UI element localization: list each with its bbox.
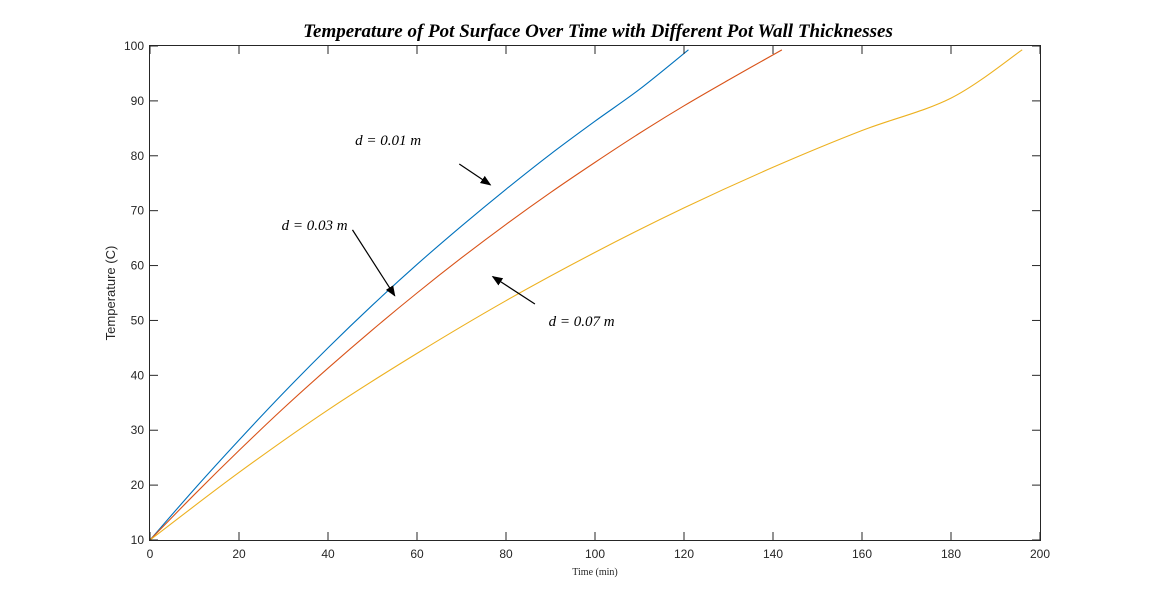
annotation-label-1: d = 0.01 m bbox=[355, 133, 421, 149]
annotation-label-3: d = 0.07 m bbox=[549, 314, 615, 330]
y-tick-label: 10 bbox=[131, 533, 145, 547]
y-tick-label: 20 bbox=[131, 478, 145, 492]
series-line-1 bbox=[149, 49, 689, 541]
y-tick-label: 70 bbox=[131, 204, 145, 218]
annotation-arrow-3 bbox=[491, 275, 536, 305]
x-tick-label: 200 bbox=[1030, 547, 1050, 561]
y-tick-label: 50 bbox=[131, 313, 145, 327]
annotation-arrow-1 bbox=[458, 163, 492, 186]
y-tick-label: 60 bbox=[131, 259, 145, 273]
chart-title: Temperature of Pot Surface Over Time wit… bbox=[303, 21, 893, 42]
y-tick-label: 30 bbox=[131, 423, 145, 437]
y-tick-label: 90 bbox=[131, 94, 145, 108]
x-tick-label: 100 bbox=[585, 547, 605, 561]
x-tick-label: 140 bbox=[763, 547, 783, 561]
x-tick-label: 120 bbox=[674, 547, 694, 561]
x-axis-label: Time (min) bbox=[572, 567, 617, 578]
x-tick-label: 80 bbox=[499, 547, 513, 561]
y-tick-label: 40 bbox=[131, 368, 145, 382]
y-axis-label: Temperature (C) bbox=[103, 246, 118, 341]
x-axis: 0 20 40 60 80 100 120 140 160 180 200 bbox=[147, 46, 1050, 561]
x-tick-label: 20 bbox=[232, 547, 246, 561]
axes-box bbox=[149, 45, 1041, 541]
series-line-2 bbox=[149, 49, 783, 541]
x-tick-label: 40 bbox=[321, 547, 335, 561]
y-tick-label: 100 bbox=[124, 39, 144, 53]
y-tick-label: 80 bbox=[131, 149, 145, 163]
annotations: d = 0.01 m d = 0.03 m d = 0.07 m bbox=[282, 133, 615, 330]
x-tick-label: 0 bbox=[147, 547, 154, 561]
plot-area bbox=[149, 49, 1023, 541]
x-tick-label: 60 bbox=[410, 547, 424, 561]
x-tick-label: 160 bbox=[852, 547, 872, 561]
x-tick-label: 180 bbox=[941, 547, 961, 561]
annotation-arrow-2 bbox=[351, 229, 396, 297]
series-line-3 bbox=[149, 49, 1023, 541]
y-axis: 10 20 30 40 50 60 70 80 90 100 bbox=[124, 39, 1040, 547]
annotation-label-2: d = 0.03 m bbox=[282, 218, 348, 234]
